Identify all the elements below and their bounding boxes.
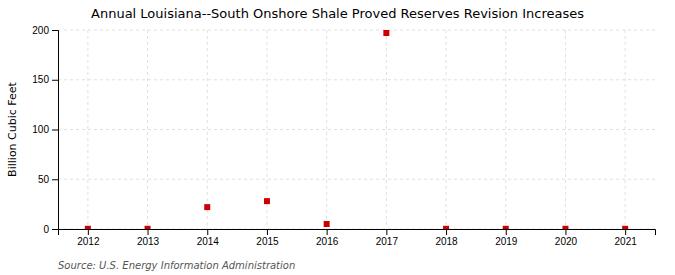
tick-mark bbox=[52, 80, 58, 81]
x-axis: 2012 2013 2014 2015 2016 2017 2018 2019 2020 2021 bbox=[59, 229, 656, 247]
tick: 2021 bbox=[615, 229, 638, 247]
tick-label: 2013 bbox=[137, 236, 160, 247]
axis-line bbox=[59, 230, 656, 236]
tick: 2017 bbox=[376, 229, 399, 247]
tick-mark bbox=[625, 229, 626, 235]
point bbox=[622, 226, 628, 229]
grid-line bbox=[58, 179, 655, 180]
tick-mark bbox=[148, 229, 149, 235]
tick-label: 2015 bbox=[256, 236, 279, 247]
points bbox=[85, 30, 628, 229]
tick: 2015 bbox=[256, 229, 279, 247]
tick-label: 2018 bbox=[435, 236, 458, 247]
tick: 100 bbox=[32, 124, 58, 135]
tick-mark bbox=[506, 229, 507, 235]
tick-label: 2020 bbox=[555, 236, 578, 247]
tick-label: 2017 bbox=[376, 236, 399, 247]
tick-label: 2014 bbox=[197, 236, 220, 247]
plot: 2012 2013 2014 2015 2016 2017 2018 2019 2020 2021… bbox=[32, 25, 655, 247]
grid-line bbox=[326, 30, 327, 229]
title: Annual Louisiana--South Onshore Shale Pr… bbox=[91, 6, 584, 21]
grid-line bbox=[58, 129, 655, 130]
tick-mark bbox=[52, 179, 58, 180]
grid-line bbox=[147, 30, 148, 229]
grid-line bbox=[87, 30, 88, 229]
point bbox=[324, 221, 330, 227]
tick-mark bbox=[52, 229, 58, 230]
tick: 2013 bbox=[137, 229, 160, 247]
tick-label: 0 bbox=[43, 224, 49, 235]
tick: 2019 bbox=[495, 229, 518, 247]
tick: 2020 bbox=[555, 229, 578, 247]
y-axis-title: Billion Cubic Feet bbox=[6, 81, 19, 176]
grid-line bbox=[386, 30, 387, 229]
tick-mark bbox=[267, 229, 268, 235]
tick: 200 bbox=[32, 25, 58, 36]
grid-line bbox=[625, 30, 626, 229]
point bbox=[503, 226, 509, 229]
tick-mark bbox=[52, 30, 58, 31]
tick-mark bbox=[207, 229, 208, 235]
tick-mark bbox=[327, 229, 328, 235]
point bbox=[264, 198, 270, 204]
grid-line bbox=[446, 30, 447, 229]
tick: 2012 bbox=[77, 229, 100, 247]
tick: 50 bbox=[38, 174, 58, 185]
tick-label: 2021 bbox=[615, 236, 638, 247]
tick: 0 bbox=[43, 224, 58, 235]
grid-line bbox=[505, 30, 506, 229]
tick-label: 50 bbox=[38, 174, 50, 185]
tick-mark bbox=[386, 229, 387, 235]
tick-mark bbox=[446, 229, 447, 235]
point bbox=[443, 226, 449, 229]
point bbox=[562, 226, 568, 229]
tick-label: 2016 bbox=[316, 236, 339, 247]
axis-line bbox=[52, 31, 59, 230]
source: Source: U.S. Energy Information Administ… bbox=[58, 260, 295, 271]
tick-mark bbox=[565, 229, 566, 235]
point bbox=[204, 204, 210, 210]
tick-label: 2012 bbox=[77, 236, 100, 247]
tick-mark bbox=[52, 130, 58, 131]
point bbox=[383, 30, 389, 36]
tick: 2016 bbox=[316, 229, 339, 247]
grid bbox=[58, 30, 655, 229]
tick: 150 bbox=[32, 74, 58, 85]
tick-label: 100 bbox=[32, 124, 49, 135]
grid-line bbox=[565, 30, 566, 229]
grid-line bbox=[207, 30, 208, 229]
y-axis: 0 50 100 150 200 bbox=[32, 25, 58, 235]
tick-label: 200 bbox=[32, 25, 49, 36]
tick: 2014 bbox=[197, 229, 220, 247]
tick-label: 150 bbox=[32, 74, 49, 85]
point bbox=[85, 226, 91, 229]
point bbox=[145, 226, 151, 229]
chart: 2012 2013 2014 2015 2016 2017 2018 2019 2020 2021… bbox=[0, 0, 675, 275]
tick: 2018 bbox=[435, 229, 458, 247]
tick-label: 2019 bbox=[495, 236, 518, 247]
tick-mark bbox=[88, 229, 89, 235]
